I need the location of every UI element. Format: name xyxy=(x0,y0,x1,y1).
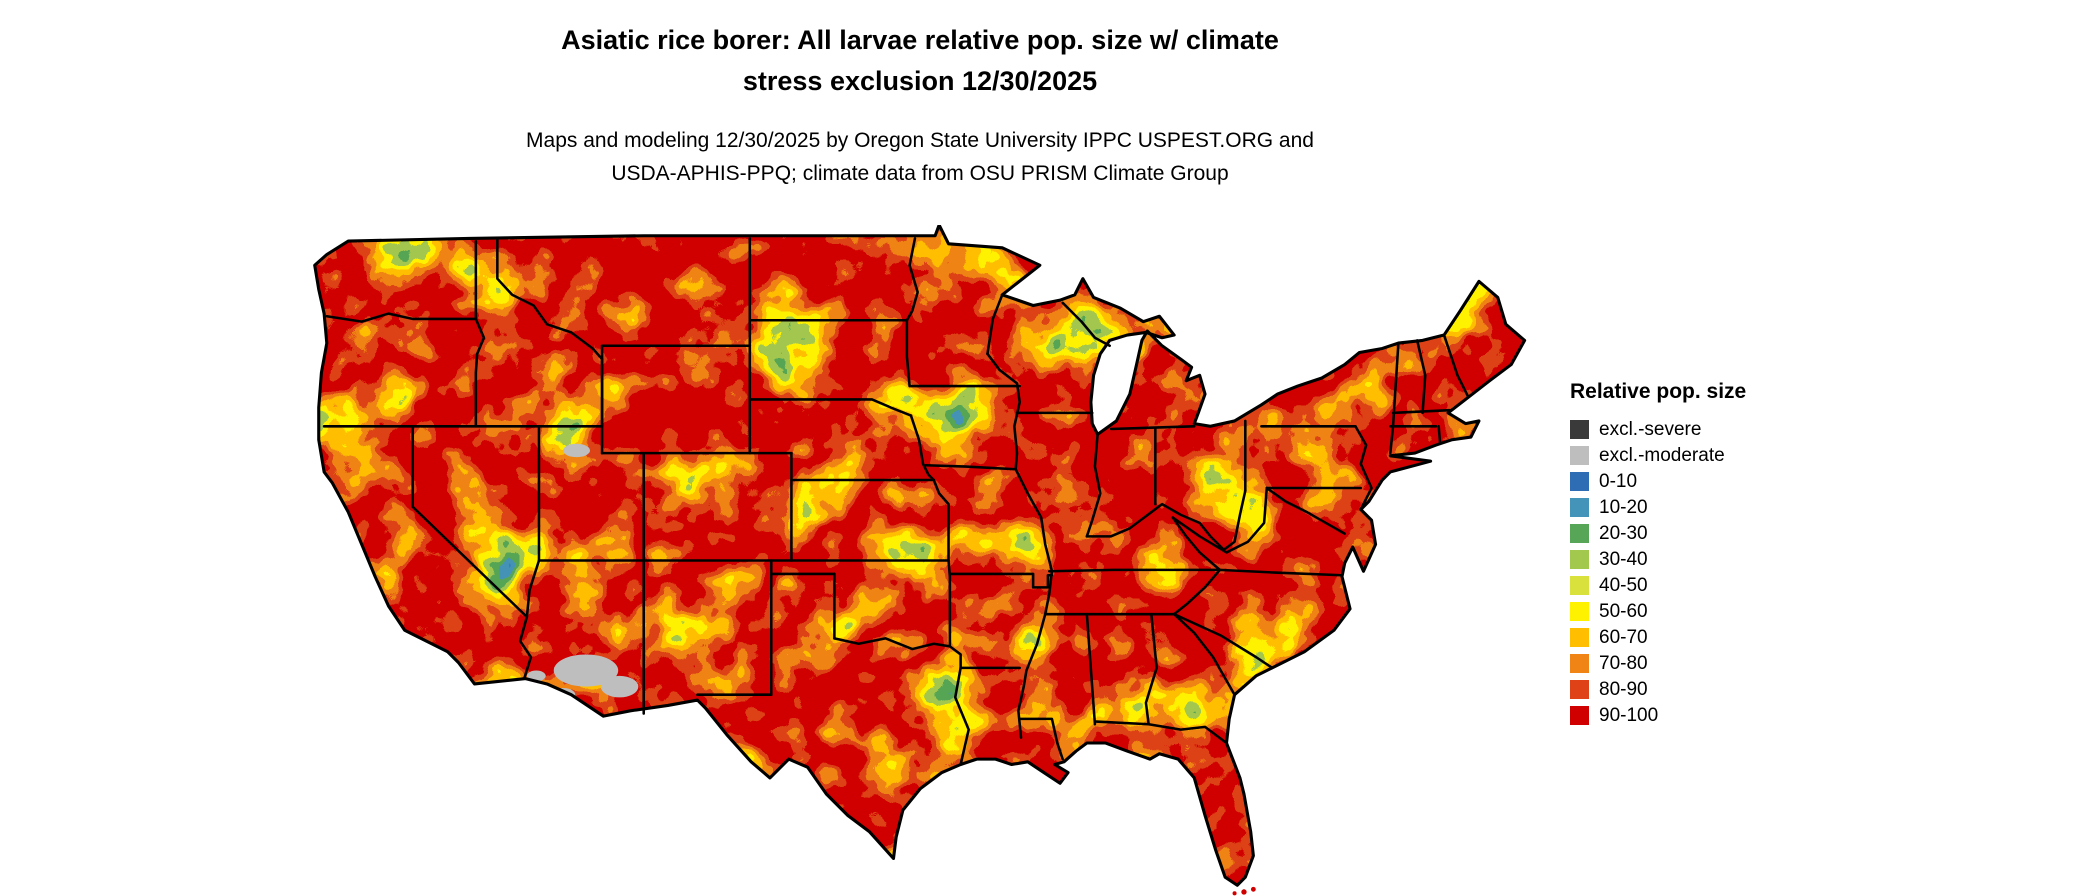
subtitle-line-1: Maps and modeling 12/30/2025 by Oregon S… xyxy=(526,129,1314,152)
legend-item: 50-60 xyxy=(1570,598,1746,624)
legend-label: 90-100 xyxy=(1599,704,1659,726)
legend-label: 10-20 xyxy=(1599,496,1648,518)
florida-keys xyxy=(1232,886,1256,896)
legend-label: 80-90 xyxy=(1599,678,1648,700)
legend-swatch xyxy=(1570,419,1589,439)
legend-label: 50-60 xyxy=(1599,600,1648,622)
legend-item: excl.-moderate xyxy=(1570,442,1746,468)
legend-label: excl.-severe xyxy=(1599,418,1702,440)
legend-swatch xyxy=(1570,497,1589,517)
legend-item: 70-80 xyxy=(1570,650,1746,676)
legend-label: 70-80 xyxy=(1599,652,1648,674)
legend-swatch xyxy=(1570,601,1589,621)
legend-label: 60-70 xyxy=(1599,626,1648,648)
legend: Relative pop. size excl.-severe excl.-mo… xyxy=(1570,380,1746,728)
map-header: Asiatic rice borer: All larvae relative … xyxy=(270,20,1570,190)
legend-item: 40-50 xyxy=(1570,572,1746,598)
us-outline xyxy=(313,225,1527,887)
legend-item: 60-70 xyxy=(1570,624,1746,650)
legend-label: 0-10 xyxy=(1599,470,1638,492)
legend-swatch xyxy=(1570,575,1589,595)
legend-title: Relative pop. size xyxy=(1570,380,1747,403)
legend-swatch xyxy=(1570,549,1589,569)
legend-swatch xyxy=(1570,445,1589,465)
legend-swatch xyxy=(1570,705,1589,725)
legend-swatch xyxy=(1570,679,1589,699)
page-title: Asiatic rice borer: All larvae relative … xyxy=(270,20,1570,101)
legend-swatch xyxy=(1570,471,1589,491)
legend-item: 30-40 xyxy=(1570,546,1746,572)
legend-label: 30-40 xyxy=(1599,548,1648,570)
legend-label: 20-30 xyxy=(1599,522,1648,544)
legend-swatch xyxy=(1570,627,1589,647)
title-line-2: stress exclusion 12/30/2025 xyxy=(742,65,1098,96)
legend-item: 10-20 xyxy=(1570,494,1746,520)
us-heatmap-map xyxy=(308,225,1530,896)
legend-swatch xyxy=(1570,653,1589,673)
legend-item: 20-30 xyxy=(1570,520,1746,546)
legend-label: excl.-moderate xyxy=(1599,444,1725,466)
state-borders xyxy=(322,237,1470,766)
legend-item: 0-10 xyxy=(1570,468,1746,494)
legend-label: 40-50 xyxy=(1599,574,1648,596)
legend-item: 80-90 xyxy=(1570,676,1746,702)
subtitle-line-2: USDA-APHIS-PPQ; climate data from OSU PR… xyxy=(611,161,1229,185)
legend-item: excl.-severe xyxy=(1570,416,1746,442)
legend-swatch xyxy=(1570,523,1589,543)
title-line-1: Asiatic rice borer: All larvae relative … xyxy=(561,25,1279,55)
exclusion-zones xyxy=(526,443,639,702)
us-map-svg xyxy=(313,225,1527,896)
page-subtitle: Maps and modeling 12/30/2025 by Oregon S… xyxy=(270,125,1570,190)
legend-item: 90-100 xyxy=(1570,702,1746,728)
